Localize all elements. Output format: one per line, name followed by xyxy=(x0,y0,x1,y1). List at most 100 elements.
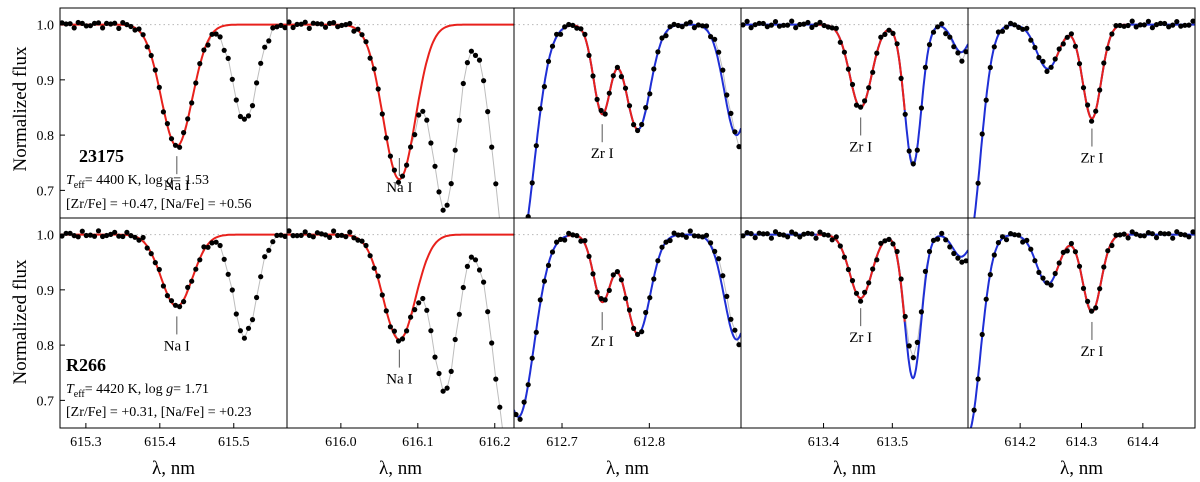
observed-point xyxy=(177,144,183,150)
x-tick-label: 616.1 xyxy=(402,435,434,450)
observed-point xyxy=(399,173,406,179)
observed-point xyxy=(112,229,118,235)
observed-point xyxy=(882,238,888,244)
observed-point xyxy=(379,292,385,298)
y-axis-label-bottom: Normalized flux xyxy=(10,259,31,385)
observed-point xyxy=(890,241,896,247)
observed-point xyxy=(720,67,726,73)
observed-point xyxy=(164,121,170,127)
observed-point xyxy=(1170,22,1176,28)
observed-point xyxy=(902,313,908,320)
observed-point xyxy=(1085,298,1091,304)
observed-point xyxy=(558,31,564,37)
observed-point xyxy=(566,230,572,236)
observed-point xyxy=(935,24,941,30)
observed-point xyxy=(339,232,345,238)
observed-point xyxy=(736,342,741,348)
observed-point xyxy=(197,61,203,67)
observed-point xyxy=(679,232,685,238)
observed-point xyxy=(241,116,247,122)
observed-point xyxy=(1174,229,1180,235)
observed-point xyxy=(849,81,856,88)
x-tick-label: 616.0 xyxy=(325,435,357,450)
x-tick-label: 613.4 xyxy=(808,435,840,450)
observed-point xyxy=(963,258,968,264)
observed-point xyxy=(481,78,487,84)
observed-point xyxy=(172,302,179,308)
observed-point xyxy=(562,237,568,243)
observed-point xyxy=(1097,87,1103,93)
observed-point xyxy=(1182,232,1188,238)
observed-point xyxy=(79,228,85,234)
panel-plot-area xyxy=(968,229,1195,428)
observed-point xyxy=(270,25,276,31)
observed-point xyxy=(578,238,584,244)
x-tick-label: 615.5 xyxy=(218,435,250,450)
observed-point xyxy=(1133,231,1139,237)
observed-point xyxy=(870,69,876,75)
observed-point xyxy=(306,232,312,238)
observed-point xyxy=(371,66,377,72)
y-tick-label: 0.9 xyxy=(37,74,55,89)
observed-point xyxy=(764,231,770,237)
observed-point xyxy=(525,382,531,388)
observed-point xyxy=(574,25,580,31)
observed-point xyxy=(566,21,572,28)
observed-point xyxy=(797,234,803,240)
observed-point xyxy=(606,90,612,96)
observed-point xyxy=(951,250,957,257)
observed-point xyxy=(533,143,539,149)
observed-point xyxy=(452,147,458,153)
observed-point xyxy=(910,355,916,361)
observed-point xyxy=(1020,26,1026,32)
observed-point xyxy=(1044,68,1050,74)
observed-point xyxy=(331,228,337,234)
observed-point xyxy=(233,311,239,317)
observed-point xyxy=(67,230,73,236)
observed-point xyxy=(282,25,287,31)
observed-point xyxy=(643,309,649,316)
observed-point xyxy=(249,103,256,109)
observed-point xyxy=(404,162,410,168)
observed-point xyxy=(274,24,280,30)
observed-point xyxy=(79,20,85,26)
observed-point xyxy=(1125,22,1131,29)
observed-point xyxy=(728,316,734,322)
x-axis-label: λ, nm xyxy=(152,458,195,479)
x-tick-label: 615.3 xyxy=(70,435,102,450)
observed-point xyxy=(862,98,868,104)
observed-point xyxy=(1141,22,1147,28)
observed-point xyxy=(266,247,272,253)
panel-plot-area xyxy=(60,19,287,150)
observed-point xyxy=(622,85,629,91)
observed-point xyxy=(760,20,766,27)
observed-point xyxy=(991,252,997,258)
observed-point xyxy=(841,254,848,260)
observed-point xyxy=(205,244,211,250)
observed-point xyxy=(1125,235,1131,241)
observed-point xyxy=(671,21,677,27)
observed-point xyxy=(1117,232,1123,238)
observed-point xyxy=(298,232,304,238)
observed-point xyxy=(258,274,264,280)
observed-point xyxy=(1036,269,1042,275)
observed-point xyxy=(744,18,750,24)
observed-point xyxy=(594,96,600,102)
observed-point xyxy=(1056,260,1062,266)
x-tick-label: 614.4 xyxy=(1127,435,1159,450)
observed-point xyxy=(586,253,592,259)
observed-point xyxy=(1085,102,1091,108)
observed-point xyxy=(383,135,389,141)
observed-point xyxy=(610,272,616,278)
y-tick-label: 0.7 xyxy=(37,184,55,199)
observed-point xyxy=(809,24,815,30)
observed-point xyxy=(104,20,110,26)
observed-point xyxy=(939,230,945,236)
observed-point xyxy=(894,41,900,47)
observed-point xyxy=(667,24,673,30)
observed-point xyxy=(825,24,831,30)
observed-point xyxy=(1003,24,1010,30)
observed-point xyxy=(367,253,373,259)
observed-point xyxy=(1105,45,1111,51)
observed-point xyxy=(930,29,937,35)
